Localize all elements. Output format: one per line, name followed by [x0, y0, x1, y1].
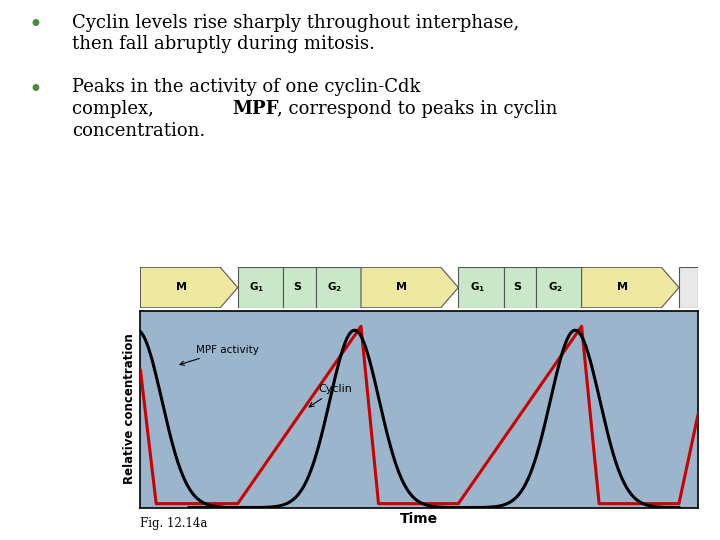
Polygon shape [361, 267, 459, 308]
Polygon shape [315, 267, 361, 308]
Text: $\mathregular{G_1}$: $\mathregular{G_1}$ [249, 280, 264, 294]
Polygon shape [238, 267, 283, 308]
Polygon shape [140, 267, 238, 308]
Polygon shape [283, 267, 315, 308]
Text: •: • [29, 78, 42, 102]
Polygon shape [459, 267, 504, 308]
Text: complex,: complex, [72, 100, 160, 118]
Text: Cyclin levels rise sharply throughout interphase,: Cyclin levels rise sharply throughout in… [72, 14, 519, 31]
Text: MPF: MPF [232, 100, 279, 118]
Text: Cyclin: Cyclin [309, 384, 353, 407]
Text: Fig. 12.14a: Fig. 12.14a [140, 516, 208, 530]
Text: M: M [397, 282, 408, 292]
Text: then fall abruptly during mitosis.: then fall abruptly during mitosis. [72, 35, 375, 53]
Text: concentration.: concentration. [72, 122, 205, 139]
X-axis label: Time: Time [400, 512, 438, 526]
Text: $\mathregular{G_2}$: $\mathregular{G_2}$ [548, 280, 563, 294]
Text: •: • [29, 14, 42, 37]
Text: MPF activity: MPF activity [180, 345, 258, 365]
Text: S: S [513, 282, 521, 292]
Text: , correspond to peaks in cyclin: , correspond to peaks in cyclin [277, 100, 557, 118]
Text: S: S [293, 282, 301, 292]
Text: $\mathregular{G_2}$: $\mathregular{G_2}$ [327, 280, 342, 294]
Text: M: M [176, 282, 186, 292]
Polygon shape [679, 267, 698, 308]
Polygon shape [536, 267, 582, 308]
Text: M: M [617, 282, 628, 292]
Y-axis label: Relative concentration: Relative concentration [123, 334, 136, 484]
Polygon shape [582, 267, 679, 308]
Polygon shape [504, 267, 536, 308]
Text: Peaks in the activity of one cyclin-Cdk: Peaks in the activity of one cyclin-Cdk [72, 78, 420, 96]
Text: $\mathregular{G_1}$: $\mathregular{G_1}$ [470, 280, 485, 294]
